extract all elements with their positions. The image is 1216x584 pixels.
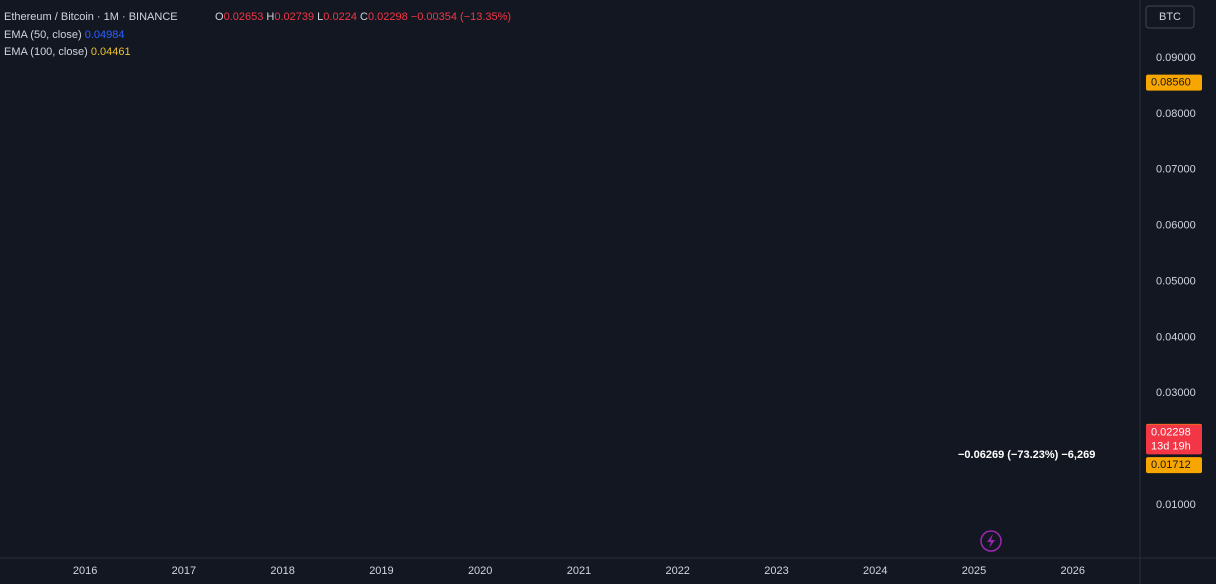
x-tick-label: 2021 (567, 565, 591, 577)
y-tick-label: 0.01000 (1156, 499, 1196, 511)
symbol: Ethereum / Bitcoin · 1M · BINANCE (4, 11, 178, 23)
price-tag-label: 0.08560 (1151, 77, 1191, 89)
currency-box[interactable] (1145, 5, 1195, 29)
last-price-tag (1146, 424, 1202, 455)
ohlc-label: L (317, 11, 323, 23)
change: −0.00354 (−13.35%) (411, 11, 511, 23)
x-tick-label: 2023 (764, 565, 788, 577)
countdown: 13d 19h (1151, 440, 1191, 452)
x-tick-label: 2026 (1061, 565, 1085, 577)
x-tick-label: 2022 (665, 565, 689, 577)
price-tag (1146, 457, 1202, 474)
event-icon (987, 534, 995, 548)
ohlc-label: O (215, 11, 224, 23)
price-tag (1146, 74, 1202, 91)
x-tick-label: 2017 (172, 565, 196, 577)
ohlc-label: C (360, 11, 368, 23)
y-tick-label: 0.04000 (1156, 331, 1196, 343)
x-tick-label: 2024 (863, 565, 887, 577)
y-tick-label: 0.08000 (1156, 108, 1196, 120)
price-tag-label: 0.01712 (1151, 459, 1191, 471)
legend-title: Ethereum / Bitcoin · 1M · BINANCE (4, 11, 178, 23)
event-icon[interactable] (980, 530, 1002, 552)
measure-label: −0.06269 (−73.23%) −6,269 (958, 449, 1095, 461)
y-tick-label: 0.09000 (1156, 52, 1196, 64)
ohlc-value: 0.02739 (274, 11, 314, 23)
y-tick-label: 0.07000 (1156, 164, 1196, 176)
ema-legend: EMA (50, close) 0.04984 (4, 29, 124, 41)
y-tick-label: 0.06000 (1156, 220, 1196, 232)
x-tick-label: 2019 (369, 565, 393, 577)
ohlc-value: 0.02653 (224, 11, 264, 23)
ema-value: 0.04461 (91, 46, 131, 58)
x-tick-label: 2020 (468, 565, 492, 577)
ema-name: EMA (50, close) (4, 29, 82, 41)
ema-value: 0.04984 (85, 29, 125, 41)
ema-legend: EMA (100, close) 0.04461 (4, 46, 131, 58)
y-tick-label: 0.03000 (1156, 387, 1196, 399)
y-tick-label: 0.05000 (1156, 275, 1196, 287)
ohlc-value: 0.02298 (368, 11, 408, 23)
x-tick-label: 2025 (962, 565, 986, 577)
last-price-label: 0.02298 (1151, 426, 1191, 438)
ohlc-legend: O0.02653 H0.02739 L0.0224 C0.02298 −0.00… (215, 11, 511, 23)
ohlc-value: 0.0224 (323, 11, 357, 23)
x-tick-label: 2018 (270, 565, 294, 577)
overlay: 0.09000 0.08000 0.07000 0.06000 0.05000 0.040… (73, 52, 1202, 577)
ohlc-label: H (266, 11, 274, 23)
x-tick-label: 2016 (73, 565, 97, 577)
ema-name: EMA (100, close) (4, 46, 88, 58)
currency: BTC (1159, 11, 1181, 23)
